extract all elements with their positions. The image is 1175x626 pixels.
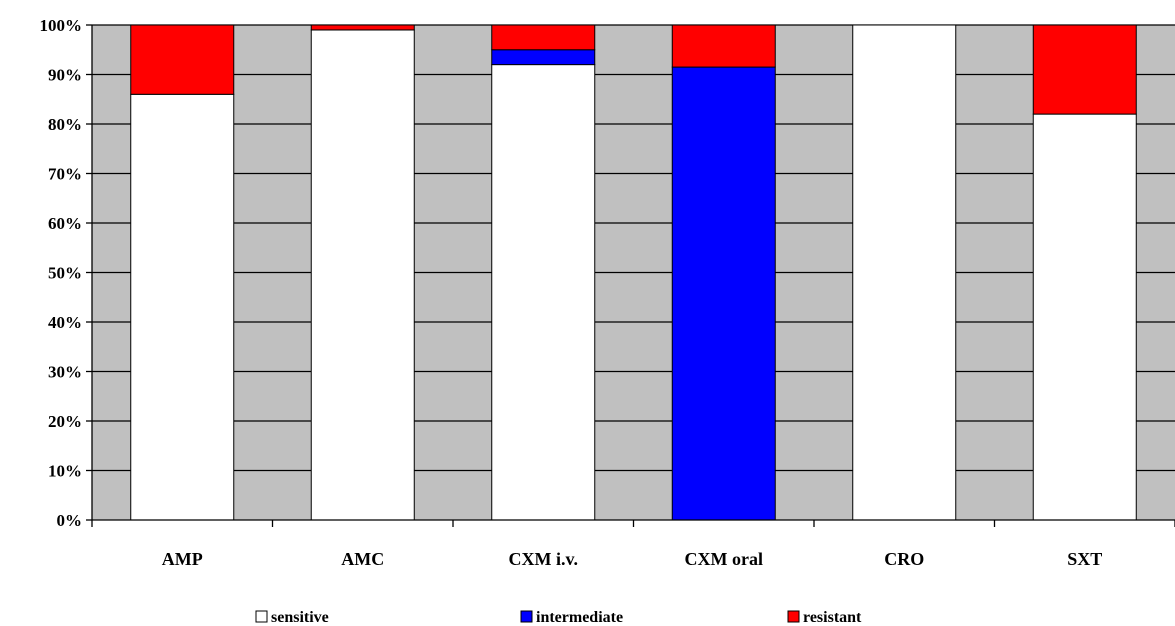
y-tick-label: 40%	[48, 313, 82, 332]
y-tick-label: 50%	[48, 264, 82, 283]
bar-segment-resistant-0	[130, 24, 235, 95]
x-category-label: AMC	[341, 549, 384, 569]
bar-segment-resistant-5	[1032, 24, 1137, 115]
bar-segment-sensitive-4	[852, 24, 957, 521]
x-category-label: CXM i.v.	[509, 549, 579, 569]
y-tick-label: 100%	[40, 16, 83, 35]
legend-label-sensitive: sensitive	[271, 609, 329, 626]
y-tick-label: 20%	[48, 412, 82, 431]
bar-segment-sensitive-2	[491, 64, 596, 521]
bar-segment-sensitive-5	[1032, 113, 1137, 521]
x-category-label: SXT	[1067, 549, 1102, 569]
legend-label-intermediate: intermediate	[536, 609, 623, 626]
bar-segment-intermediate-3	[671, 66, 776, 521]
bar-segment-resistant-1	[310, 24, 415, 31]
legend-swatch-resistant	[787, 610, 800, 623]
bar-segment-sensitive-0	[130, 93, 235, 521]
y-tick-label: 70%	[48, 165, 82, 184]
y-tick-label: 10%	[48, 462, 82, 481]
legend-swatch-sensitive	[255, 610, 268, 623]
bar-segment-intermediate-2	[491, 49, 596, 66]
legend-swatch-intermediate	[520, 610, 533, 623]
y-tick-label: 90%	[48, 66, 82, 85]
bar-segment-resistant-2	[491, 24, 596, 51]
y-tick-label: 80%	[48, 115, 82, 134]
x-category-label: CXM oral	[685, 549, 763, 569]
y-tick-label: 60%	[48, 214, 82, 233]
y-tick-label: 0%	[57, 511, 83, 530]
bar-segment-sensitive-1	[310, 29, 415, 521]
y-tick-label: 30%	[48, 363, 82, 382]
x-category-label: CRO	[884, 549, 924, 569]
legend-label-resistant: resistant	[803, 609, 862, 626]
bar-segment-resistant-3	[671, 24, 776, 68]
x-category-label: AMP	[162, 549, 203, 569]
